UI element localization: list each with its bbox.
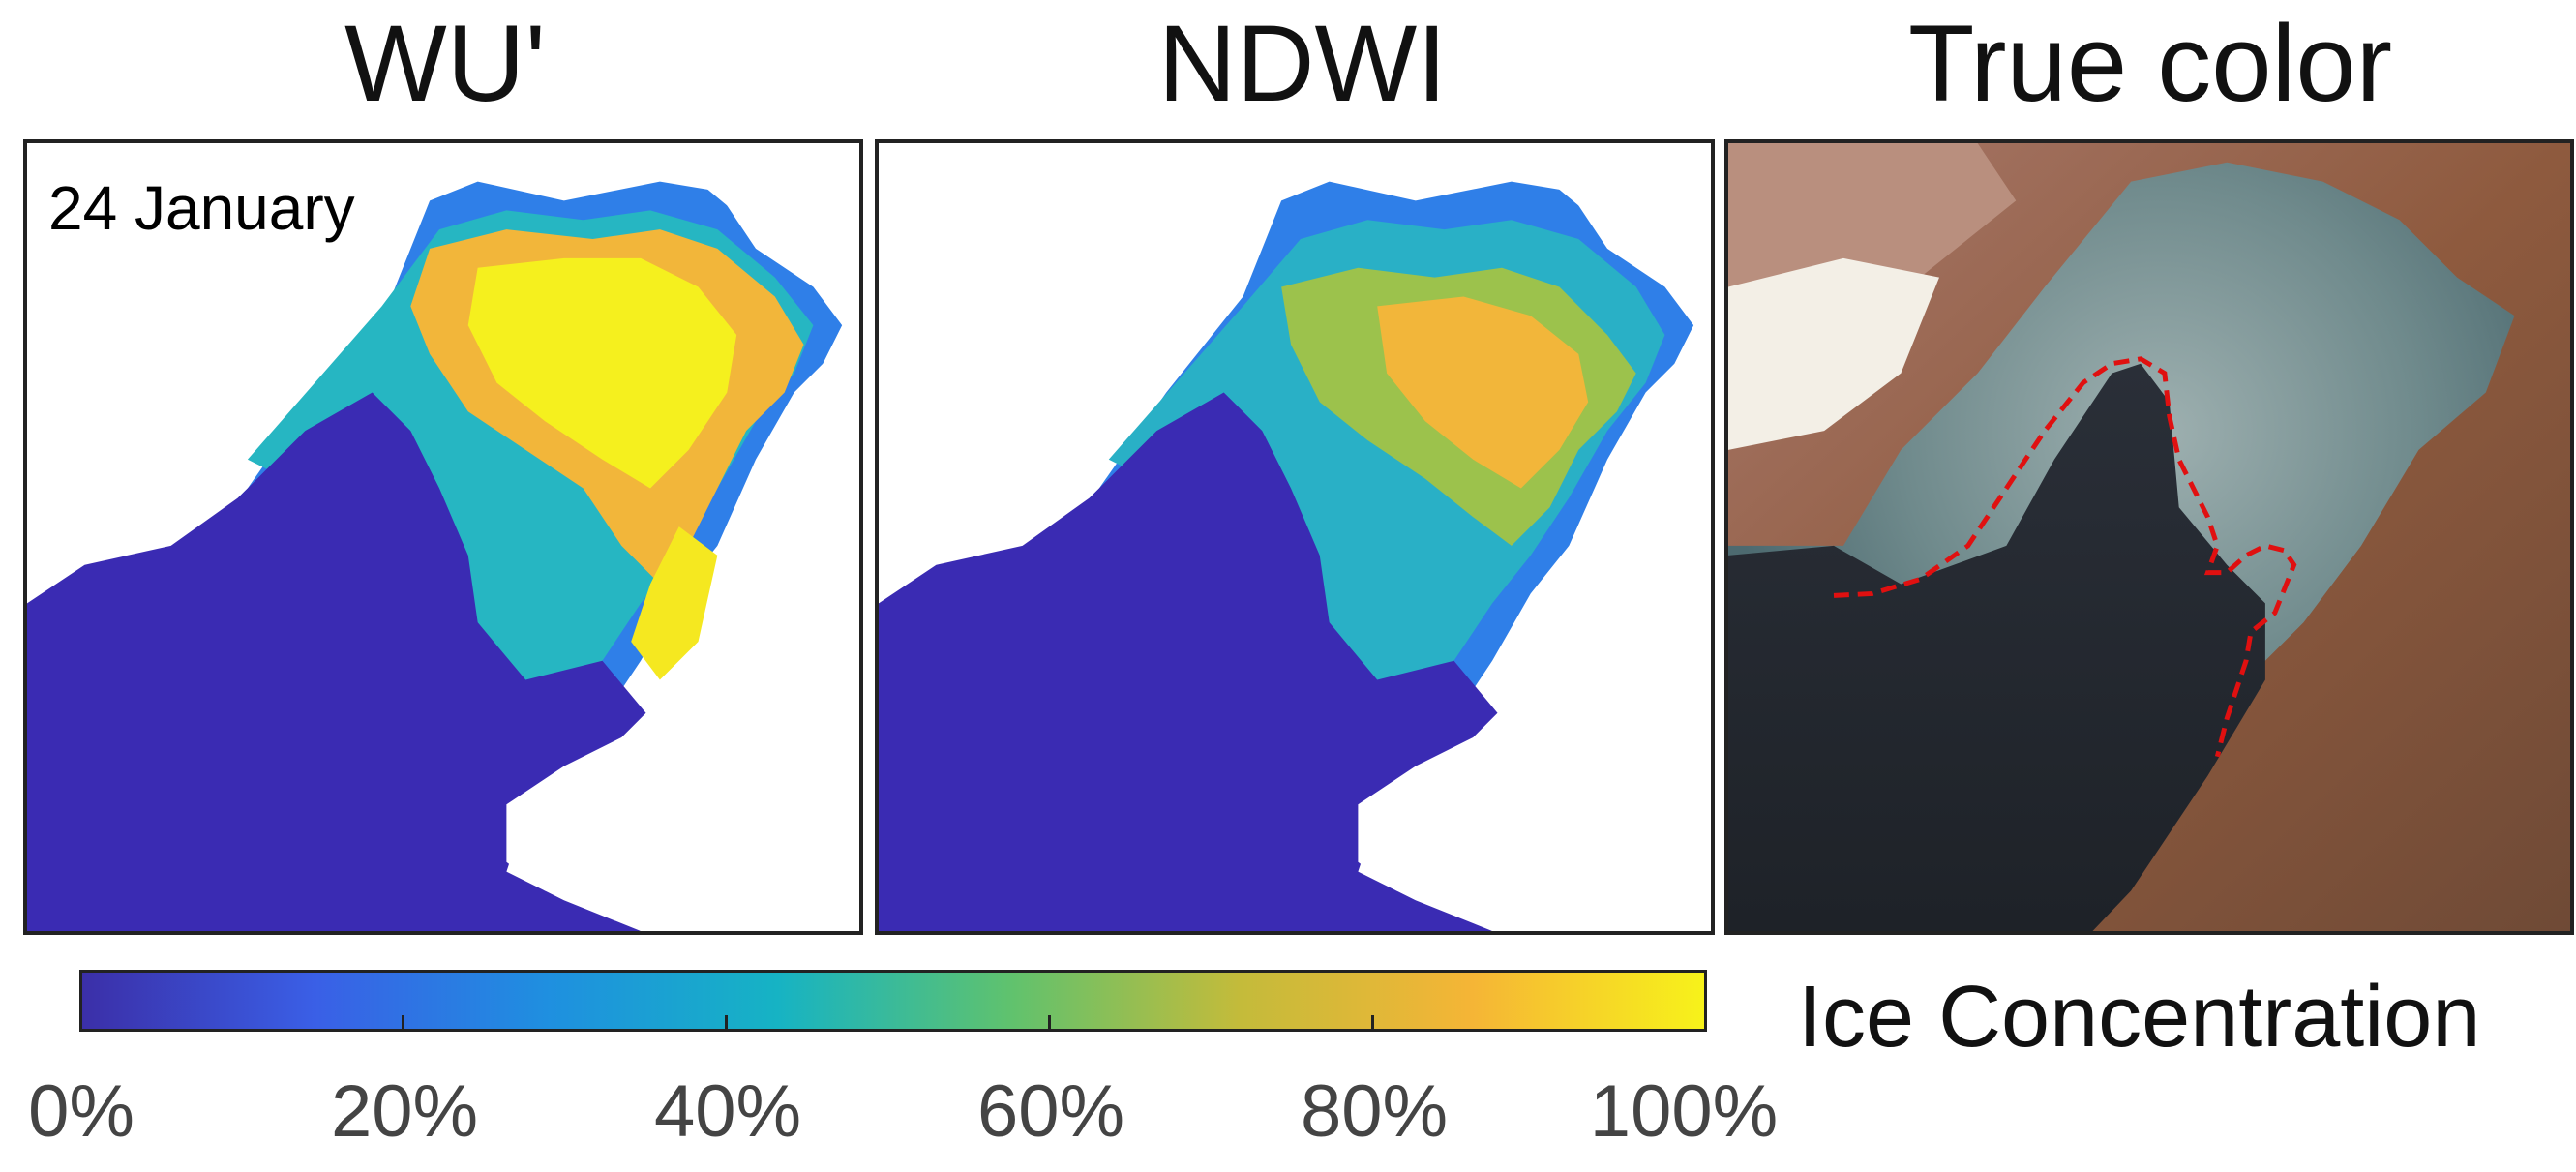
- colorbar-tick-20: 20%: [330, 1070, 479, 1153]
- colorbar-tick-0: 0%: [28, 1070, 135, 1153]
- ndwi-map-panel: [875, 139, 1715, 935]
- colorbar: [79, 970, 1707, 1032]
- colorbar-tick-80: 80%: [1300, 1070, 1449, 1153]
- colorbar-title: Ice Concentration: [1798, 969, 2481, 1066]
- panel-title-true-color: True color: [1907, 3, 2392, 124]
- true-color-panel: [1724, 139, 2574, 935]
- colorbar-tick-40: 40%: [653, 1070, 802, 1153]
- wu-map-panel: 24 January: [23, 139, 863, 935]
- panel-title-wu: WU': [344, 3, 546, 124]
- colorbar-tick-100: 100%: [1589, 1070, 1779, 1153]
- true-color-image: [1728, 143, 2570, 931]
- colorbar-tick-60: 60%: [976, 1070, 1125, 1153]
- colorbar-gradient: [82, 973, 1704, 1029]
- ndwi-map-image: [879, 143, 1711, 931]
- wu-map-image: [27, 143, 859, 931]
- date-label: 24 January: [48, 173, 355, 243]
- panel-title-ndwi: NDWI: [1157, 3, 1448, 124]
- ice-edge-outline: [1833, 356, 2297, 758]
